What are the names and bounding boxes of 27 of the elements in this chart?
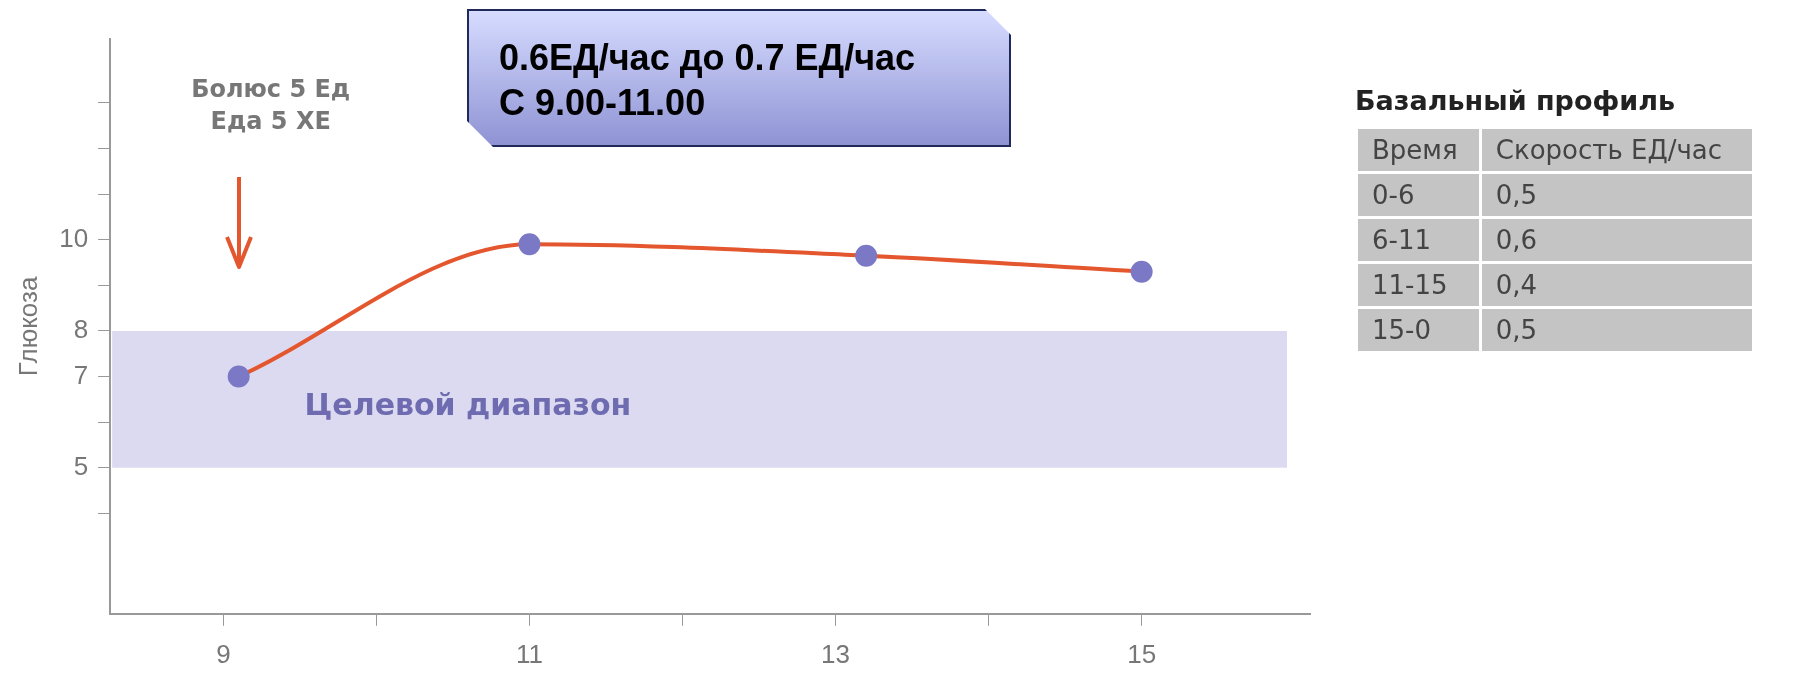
- band-label: Целевой диапазон: [304, 387, 632, 423]
- text: 0-6: [1356, 172, 1481, 218]
- x-tick-label: 13: [821, 638, 851, 669]
- point: [227, 365, 250, 388]
- text: 15-0: [1356, 307, 1481, 353]
- y-tick-label: 8: [73, 314, 89, 345]
- text: Время: [1356, 127, 1481, 173]
- y-tick-label: 5: [73, 450, 89, 481]
- annotation: Болюс 5 Ед Еда 5 ХЕ: [191, 75, 351, 136]
- callout-box: 0.6ЕД/час до 0.7 ЕД/час С 9.00-11.00: [467, 9, 1011, 147]
- point: [855, 244, 878, 267]
- text: 0,6: [1480, 217, 1754, 263]
- y-tick-label: 10: [59, 222, 89, 253]
- x-tick-label: 15: [1127, 638, 1157, 669]
- point: [518, 233, 541, 256]
- text: 6-11: [1356, 217, 1481, 263]
- point: [1130, 260, 1153, 283]
- y-tick-label: 7: [73, 359, 89, 390]
- y-axis-title: Глюкоза: [12, 276, 43, 377]
- text: Базальный профиль: [1355, 85, 1677, 116]
- x-tick-label: 9: [216, 638, 231, 669]
- text: 0,5: [1480, 307, 1754, 353]
- text: 0,4: [1480, 262, 1754, 308]
- text: 11-15: [1356, 262, 1481, 308]
- x-tick-label: 11: [515, 638, 543, 669]
- text: Скорость ЕД/час: [1480, 127, 1754, 173]
- text: 0,5: [1480, 172, 1754, 218]
